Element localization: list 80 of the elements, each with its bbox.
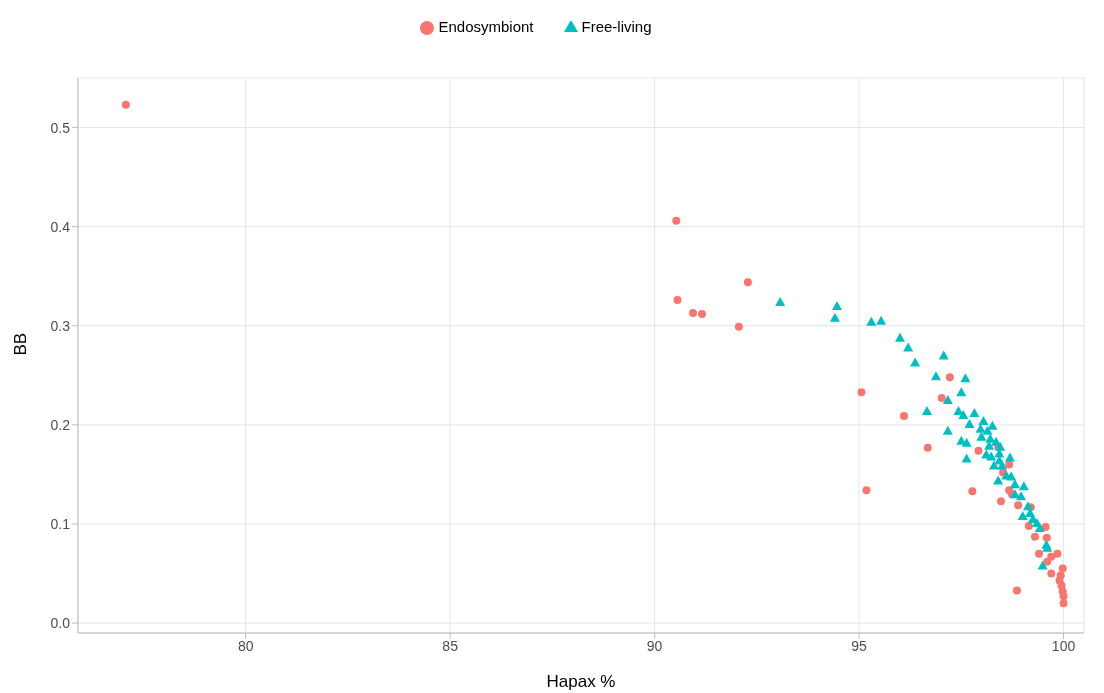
point <box>942 425 953 435</box>
point <box>978 415 989 425</box>
point <box>1059 592 1068 601</box>
point <box>996 497 1005 506</box>
point <box>989 460 1000 470</box>
point <box>1043 557 1052 566</box>
point <box>982 425 993 435</box>
legend-label: Endosymbiont <box>438 18 534 35</box>
point <box>958 409 969 419</box>
point <box>910 357 921 367</box>
point <box>689 308 698 317</box>
point <box>938 350 949 360</box>
point <box>903 342 914 352</box>
y-tick-label: 0.1 <box>50 515 71 532</box>
point <box>1014 501 1023 510</box>
point <box>1042 533 1051 542</box>
point <box>900 411 909 420</box>
point <box>1018 481 1029 491</box>
point <box>673 296 682 304</box>
point <box>942 395 953 405</box>
point <box>921 406 932 415</box>
point <box>969 407 980 417</box>
point <box>961 437 972 447</box>
point <box>976 431 987 441</box>
point <box>1058 564 1067 573</box>
point <box>1030 532 1039 541</box>
point <box>857 388 866 397</box>
x-tick-label: 80 <box>237 637 254 654</box>
point <box>876 315 887 325</box>
point <box>1059 599 1068 608</box>
point <box>866 316 877 326</box>
x-tick-label: 90 <box>646 637 663 654</box>
point <box>997 460 1008 470</box>
point <box>986 451 997 461</box>
x-tick-label: 85 <box>442 637 459 654</box>
point <box>862 486 871 495</box>
point <box>923 443 932 452</box>
point <box>937 394 946 403</box>
point <box>698 309 707 318</box>
point <box>894 332 905 342</box>
point <box>1037 560 1048 570</box>
point <box>945 373 954 382</box>
y-tick-label: 0.4 <box>50 218 71 235</box>
point <box>974 446 983 455</box>
point <box>829 312 840 322</box>
point <box>961 453 972 463</box>
point <box>743 278 752 287</box>
point <box>832 300 842 310</box>
point <box>964 418 975 428</box>
point <box>987 420 998 430</box>
point <box>930 371 941 381</box>
point <box>1009 479 1020 489</box>
point <box>734 322 743 331</box>
y-tick-label: 0.5 <box>50 119 71 136</box>
point <box>956 387 967 397</box>
y-axis-title: BB <box>11 332 31 356</box>
point <box>1016 491 1027 501</box>
point <box>1034 522 1045 532</box>
point <box>1012 586 1021 595</box>
point <box>1006 471 1017 481</box>
x-tick-label: 95 <box>851 637 868 654</box>
point <box>1004 452 1015 462</box>
y-tick-label: 0.2 <box>50 416 71 433</box>
legend-label: Free-living <box>581 18 652 35</box>
point <box>1024 521 1033 530</box>
y-tick-label: 0.0 <box>50 615 71 632</box>
point <box>121 100 130 109</box>
point <box>1022 501 1033 511</box>
point <box>1017 511 1028 521</box>
x-tick-label: 100 <box>1051 637 1076 654</box>
point <box>960 373 971 383</box>
point <box>968 487 977 496</box>
point <box>993 475 1004 485</box>
point <box>1041 522 1050 531</box>
point <box>775 296 786 306</box>
point <box>672 216 681 225</box>
y-tick-label: 0.3 <box>50 317 71 334</box>
point <box>1035 549 1044 558</box>
point <box>1047 569 1056 578</box>
x-axis-title: Hapax % <box>546 672 616 691</box>
